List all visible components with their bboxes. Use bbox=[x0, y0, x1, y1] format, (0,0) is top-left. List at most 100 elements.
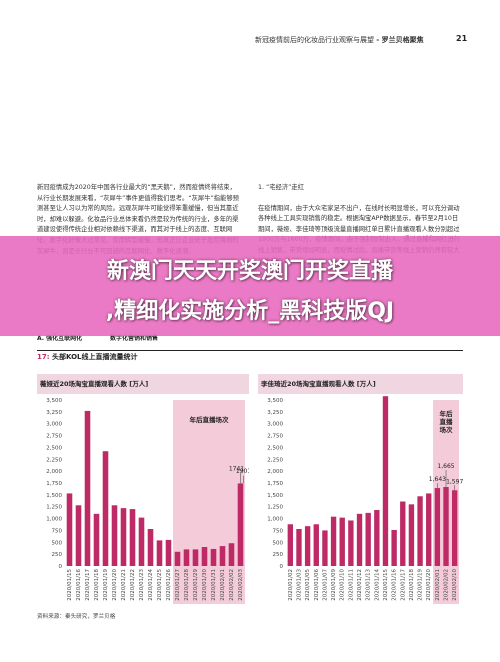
banner-line-1: 新澳门天天开奖澳门开奖直播 bbox=[106, 259, 393, 284]
right-ytick-0: 0 bbox=[280, 564, 284, 570]
left-xtick-3: 2020/01/18 bbox=[94, 569, 100, 601]
right-ytick-11: 2,750 bbox=[267, 434, 283, 440]
left-xtick-4: 2020/01/19 bbox=[103, 569, 109, 601]
right-bar-10 bbox=[374, 510, 380, 566]
left-ytick-12: 3,000 bbox=[46, 422, 62, 428]
right-xtick-15: 2020/01/19 bbox=[418, 569, 424, 601]
left-xtick-7: 2020/01/22 bbox=[130, 569, 136, 601]
right-xtick-1: 2020/01/03 bbox=[296, 569, 302, 601]
left-bar-16 bbox=[210, 548, 217, 566]
left-xtick-0: 2020/01/15 bbox=[67, 569, 73, 601]
left-bar-12 bbox=[174, 551, 181, 566]
right-bar-11 bbox=[382, 396, 389, 566]
right-xtick-2: 2020/01/05 bbox=[305, 569, 311, 601]
left-ytick-13: 3,250 bbox=[46, 410, 62, 416]
banner-line-2: ,精细化实施分析_黑科技版QJ bbox=[105, 299, 395, 324]
right-bar-15 bbox=[417, 496, 423, 566]
right-ytick-9: 2,250 bbox=[267, 457, 283, 463]
right-bar-19 bbox=[451, 490, 458, 566]
right-bar-7 bbox=[348, 520, 354, 566]
right-xtick-0: 2020/01/02 bbox=[288, 569, 294, 601]
right-ytick-6: 1,500 bbox=[267, 493, 283, 499]
left-xtick-10: 2020/01/25 bbox=[157, 569, 163, 601]
right-section-title: 1. “宅经济”走红 bbox=[258, 184, 305, 191]
left-bar-13 bbox=[183, 549, 190, 566]
left-bar-1 bbox=[75, 505, 82, 566]
running-title: 新冠疫情前后的化妆品行业观察与展望 bbox=[255, 36, 374, 44]
page-number: 21 bbox=[456, 34, 468, 43]
section-a-sub: 数字化营销和销售 bbox=[110, 335, 159, 342]
left-bar-8 bbox=[138, 517, 145, 566]
left-bar-3 bbox=[93, 513, 100, 566]
chart-right: 李佳琦近20场淘宝直播观看人数 [万人] 年后 直播 场次 0 250 500 750 1,0… bbox=[258, 374, 463, 606]
left-xtick-1: 2020/01/16 bbox=[76, 569, 82, 601]
left-xtick-12: 2020/01/27 bbox=[175, 569, 181, 601]
right-xtick-4: 2020/01/07 bbox=[322, 569, 328, 601]
right-xtick-16: 2020/01/20 bbox=[426, 569, 432, 601]
right-ytick-4: 1,000 bbox=[267, 517, 283, 523]
left-xtick-15: 2020/01/30 bbox=[202, 569, 208, 601]
right-ytick-2: 500 bbox=[273, 540, 284, 546]
right-xtick-5: 2020/01/09 bbox=[331, 569, 337, 601]
right-bar-3 bbox=[313, 524, 319, 566]
left-xtick-6: 2020/01/21 bbox=[121, 569, 127, 601]
left-bar-17 bbox=[219, 546, 226, 566]
left-ytick-3: 750 bbox=[52, 528, 63, 534]
right-bar-16 bbox=[426, 493, 432, 566]
right-xtick-6: 2020/01/10 bbox=[340, 569, 346, 601]
left-xtick-2: 2020/01/17 bbox=[85, 569, 91, 601]
left-xtick-13: 2020/01/28 bbox=[184, 569, 190, 601]
left-bar-7 bbox=[129, 509, 136, 566]
right-xtick-11: 2020/01/15 bbox=[383, 569, 389, 601]
right-bar-9 bbox=[365, 512, 371, 566]
right-bar-18 bbox=[443, 487, 449, 566]
figure-number: 17: bbox=[37, 353, 50, 361]
figure-title: 头部KOL线上直播流量统计 bbox=[51, 353, 138, 361]
right-ytick-14: 3,500 bbox=[267, 398, 283, 404]
right-ytick-5: 1,250 bbox=[267, 505, 283, 511]
left-ytick-9: 2,250 bbox=[46, 457, 62, 463]
left-bar-9 bbox=[147, 529, 154, 566]
left-ytick-5: 1,250 bbox=[46, 505, 62, 511]
chart-left-plot: 年后直播场次 0 250 500 750 1,000 1,250 1,500 1,750 2,00… bbox=[46, 398, 249, 604]
figure-source: 资料来源：秦头研究，罗兰贝格 bbox=[37, 614, 116, 620]
right-bar-5 bbox=[330, 516, 337, 566]
chart-left: 薇娅近20场淘宝直播观看人数 [万人] 年后直播场次 0 250 500 750 1,00… bbox=[37, 374, 249, 606]
right-bar-8 bbox=[356, 513, 363, 566]
left-data-label-19: 1741 bbox=[229, 465, 244, 472]
right-shaded-label-1: 直播 bbox=[440, 417, 454, 426]
left-bar-11 bbox=[165, 539, 172, 566]
right-xtick-17: 2020/02/01 bbox=[435, 569, 441, 601]
section-a-label: A. 强化互联网化 bbox=[37, 335, 83, 342]
left-ytick-1: 250 bbox=[52, 552, 63, 558]
right-ytick-1: 250 bbox=[273, 552, 284, 558]
right-ytick-10: 2,500 bbox=[267, 445, 283, 451]
right-ytick-8: 2,000 bbox=[267, 469, 283, 475]
right-shaded-label-2: 场次 bbox=[440, 425, 454, 434]
left-bar-5 bbox=[111, 505, 118, 566]
right-xtick-7: 2020/01/11 bbox=[348, 569, 354, 601]
right-xtick-19: 2020/02/10 bbox=[452, 569, 458, 601]
right-xtick-8: 2020/01/12 bbox=[357, 569, 363, 601]
figure-heading: 17: 头部KOL线上直播流量统计 bbox=[37, 352, 138, 362]
left-xtick-19: 2020/02/03 bbox=[238, 569, 244, 601]
right-data-label-19: 1,597 bbox=[446, 478, 463, 485]
left-ytick-0: 0 bbox=[59, 564, 63, 570]
right-ytick-13: 3,250 bbox=[267, 410, 283, 416]
right-data-label-17: 1,643 bbox=[429, 476, 446, 483]
overlay-banner bbox=[0, 236, 500, 336]
left-bar-0 bbox=[66, 493, 73, 566]
left-bar-10 bbox=[156, 540, 163, 566]
left-bar-2 bbox=[84, 410, 91, 566]
left-bar-4 bbox=[102, 451, 109, 566]
left-shaded-region bbox=[173, 400, 245, 604]
running-header: 新冠疫情前后的化妆品行业观察与展望 - 罗兰贝格聚焦 bbox=[255, 35, 424, 45]
left-xtick-16: 2020/01/31 bbox=[211, 569, 217, 601]
left-ytick-14: 3,500 bbox=[46, 398, 62, 404]
left-bar-6 bbox=[120, 508, 127, 566]
right-bar-0 bbox=[287, 524, 294, 566]
left-shaded-label: 年后直播场次 bbox=[190, 415, 230, 424]
left-bar-18 bbox=[228, 543, 235, 566]
